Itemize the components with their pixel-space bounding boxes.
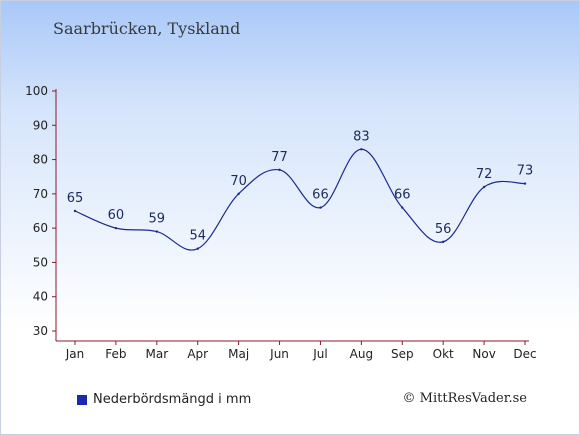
x-tick-label: Mar (145, 347, 168, 361)
series-line (74, 148, 526, 251)
series-lines (73, 148, 527, 251)
data-labels: 65 60 59 54 70 77 66 83 66 56 72 73 (67, 129, 534, 243)
x-tick-label: Jun (269, 347, 289, 361)
data-point (114, 226, 118, 230)
y-tick-label: 40 (33, 290, 48, 304)
data-label: 83 (353, 129, 370, 144)
x-tick-label: Jan (65, 347, 85, 361)
data-label: 66 (312, 188, 329, 203)
x-tick-label: Aug (350, 347, 373, 361)
y-tick-labels: 30 40 50 60 70 80 90 100 (25, 84, 48, 338)
x-tick-label: Apr (187, 347, 208, 361)
x-tick-label: Feb (105, 347, 126, 361)
data-label: 54 (189, 229, 206, 244)
data-point (482, 185, 486, 189)
legend-swatch (77, 394, 87, 405)
data-point (360, 148, 363, 151)
data-label: 60 (108, 208, 125, 223)
axes (52, 89, 529, 345)
data-point (319, 206, 322, 209)
y-tick-label: 70 (33, 187, 48, 201)
y-tick-label: 30 (33, 324, 48, 338)
data-point (155, 230, 159, 233)
data-point (441, 240, 445, 244)
x-tick-label: Jul (312, 347, 327, 361)
data-label: 56 (435, 222, 452, 237)
legend-label: Nederbördsmängd i mm (93, 392, 252, 407)
data-point (401, 206, 404, 209)
x-tick-label: Dec (513, 347, 536, 361)
credit: © MittResVader.se (402, 391, 527, 406)
data-label: 65 (67, 191, 84, 206)
x-tick-label: Nov (472, 347, 495, 361)
x-tick-labels: Jan Feb Mar Apr Maj Jun Jul Aug Sep Okt Nov Dec (65, 347, 537, 361)
data-label: 66 (394, 188, 411, 203)
chart-title: Saarbrücken, Tyskland (53, 19, 241, 38)
y-tick-label: 60 (33, 221, 48, 235)
data-label: 73 (517, 164, 534, 179)
legend: Nederbördsmängd i mm (77, 392, 251, 407)
x-tick-label: Sep (391, 347, 414, 361)
x-tick-label: Okt (433, 347, 454, 361)
data-label: 70 (230, 174, 247, 189)
y-tick-label: 90 (33, 118, 48, 132)
data-point (237, 192, 240, 196)
data-label: 77 (271, 150, 288, 165)
data-label: 72 (476, 167, 493, 182)
data-point (278, 168, 281, 172)
data-point (196, 247, 199, 250)
y-tick-label: 80 (33, 153, 48, 167)
data-point (523, 182, 527, 185)
data-point (73, 209, 77, 213)
data-label: 59 (149, 212, 166, 227)
y-tick-label: 50 (33, 255, 48, 269)
y-tick-label: 100 (25, 84, 48, 98)
x-tick-label: Maj (228, 347, 249, 361)
